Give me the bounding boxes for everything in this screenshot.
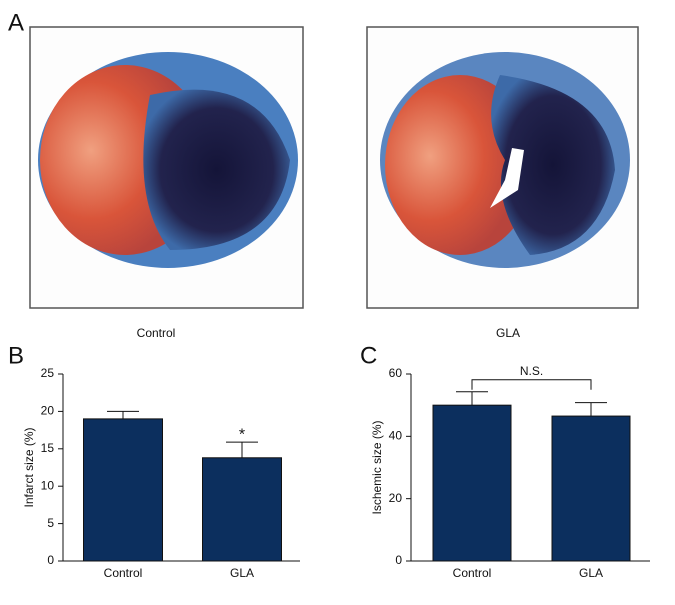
bar: [202, 457, 282, 562]
photo: [29, 26, 304, 309]
bracket: [471, 379, 592, 390]
bar: [551, 415, 631, 562]
panel-label: A: [8, 9, 24, 36]
y-tick-label: 10: [41, 478, 55, 492]
y-axis-label: Infarct size (%): [22, 427, 36, 507]
y-tick-label: 0: [395, 553, 402, 567]
bar: [83, 418, 163, 562]
y-tick-label: 40: [389, 429, 403, 443]
y-tick-label: 20: [41, 404, 55, 418]
x-tick-label: Control: [104, 566, 143, 580]
panel-label: C: [360, 342, 377, 369]
y-tick-label: 5: [47, 516, 54, 530]
image-caption: GLA: [496, 326, 520, 340]
x-tick-label: GLA: [579, 566, 603, 580]
x-tick-label: Control: [453, 566, 492, 580]
significance: *: [239, 426, 245, 443]
photo: [366, 26, 639, 309]
image-caption: Control: [137, 326, 176, 340]
significance: N.S.: [520, 364, 543, 378]
y-tick-label: 0: [47, 553, 54, 567]
y-tick-label: 15: [41, 441, 55, 455]
panel-label: B: [8, 342, 24, 369]
bar: [432, 404, 512, 562]
x-tick-label: GLA: [230, 566, 254, 580]
y-axis-label: Ischemic size (%): [370, 420, 384, 514]
y-tick-label: 60: [389, 366, 403, 380]
y-tick-label: 25: [41, 366, 55, 380]
y-tick-label: 20: [389, 491, 403, 505]
